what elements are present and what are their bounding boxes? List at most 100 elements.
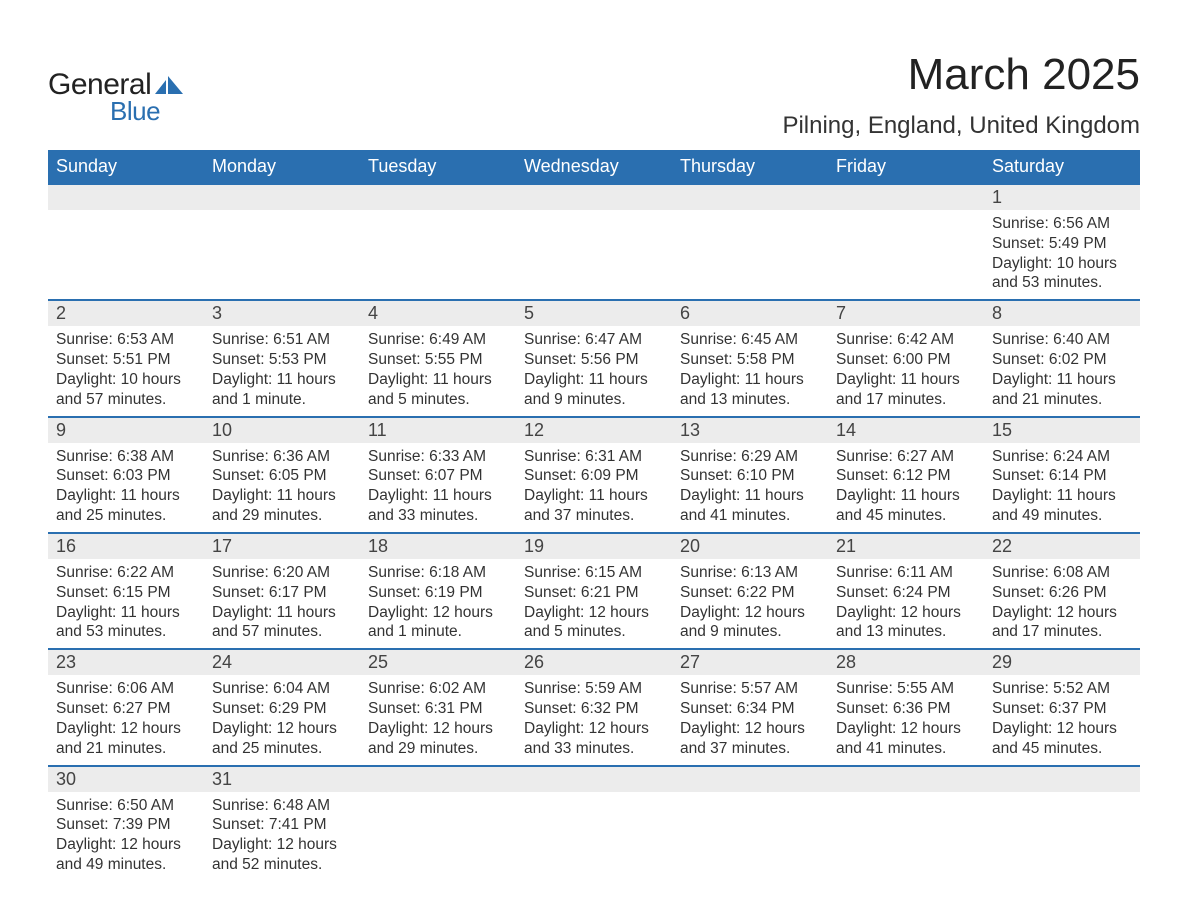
daylight-text: Daylight: 12 hours and 21 minutes. <box>56 719 196 759</box>
sunrise-text: Sunrise: 6:31 AM <box>524 447 664 467</box>
daylight-text: Daylight: 11 hours and 9 minutes. <box>524 370 664 410</box>
sunset-text: Sunset: 6:12 PM <box>836 466 976 486</box>
day-number: 25 <box>360 650 516 675</box>
sunset-text: Sunset: 7:41 PM <box>212 815 352 835</box>
day-number: 12 <box>516 418 672 443</box>
day-details: Sunrise: 6:15 AMSunset: 6:21 PMDaylight:… <box>516 559 672 648</box>
day-number <box>48 185 204 210</box>
day-number: 29 <box>984 650 1140 675</box>
day-details <box>48 210 204 280</box>
sunrise-text: Sunrise: 6:29 AM <box>680 447 820 467</box>
day-number <box>672 185 828 210</box>
day-details: Sunrise: 6:02 AMSunset: 6:31 PMDaylight:… <box>360 675 516 764</box>
sunrise-text: Sunrise: 5:52 AM <box>992 679 1132 699</box>
day-number: 15 <box>984 418 1140 443</box>
sunset-text: Sunset: 6:31 PM <box>368 699 508 719</box>
sunrise-text: Sunrise: 6:36 AM <box>212 447 352 467</box>
logo: General Blue <box>48 68 183 127</box>
calendar-week-row: 30Sunrise: 6:50 AMSunset: 7:39 PMDayligh… <box>48 766 1140 881</box>
month-title: March 2025 <box>782 50 1140 100</box>
calendar-day-cell: 19Sunrise: 6:15 AMSunset: 6:21 PMDayligh… <box>516 533 672 649</box>
calendar-day-cell <box>204 184 360 300</box>
sunset-text: Sunset: 6:32 PM <box>524 699 664 719</box>
sunset-text: Sunset: 5:53 PM <box>212 350 352 370</box>
day-number: 18 <box>360 534 516 559</box>
day-details <box>672 792 828 862</box>
sunset-text: Sunset: 5:51 PM <box>56 350 196 370</box>
day-details: Sunrise: 6:24 AMSunset: 6:14 PMDaylight:… <box>984 443 1140 532</box>
sunset-text: Sunset: 6:21 PM <box>524 583 664 603</box>
sunset-text: Sunset: 5:49 PM <box>992 234 1132 254</box>
daylight-text: Daylight: 12 hours and 33 minutes. <box>524 719 664 759</box>
day-number: 24 <box>204 650 360 675</box>
sunrise-text: Sunrise: 6:51 AM <box>212 330 352 350</box>
calendar-week-row: 9Sunrise: 6:38 AMSunset: 6:03 PMDaylight… <box>48 417 1140 533</box>
sunrise-text: Sunrise: 6:15 AM <box>524 563 664 583</box>
day-details <box>516 792 672 862</box>
daylight-text: Daylight: 12 hours and 37 minutes. <box>680 719 820 759</box>
sunrise-text: Sunrise: 6:42 AM <box>836 330 976 350</box>
sunset-text: Sunset: 6:36 PM <box>836 699 976 719</box>
day-number: 8 <box>984 301 1140 326</box>
calendar-day-cell: 8Sunrise: 6:40 AMSunset: 6:02 PMDaylight… <box>984 300 1140 416</box>
weekday-header-row: SundayMondayTuesdayWednesdayThursdayFrid… <box>48 150 1140 184</box>
day-details <box>828 792 984 862</box>
day-details: Sunrise: 6:38 AMSunset: 6:03 PMDaylight:… <box>48 443 204 532</box>
day-details: Sunrise: 6:31 AMSunset: 6:09 PMDaylight:… <box>516 443 672 532</box>
day-details: Sunrise: 6:27 AMSunset: 6:12 PMDaylight:… <box>828 443 984 532</box>
calendar-day-cell: 18Sunrise: 6:18 AMSunset: 6:19 PMDayligh… <box>360 533 516 649</box>
calendar-day-cell: 13Sunrise: 6:29 AMSunset: 6:10 PMDayligh… <box>672 417 828 533</box>
sunrise-text: Sunrise: 5:57 AM <box>680 679 820 699</box>
day-number <box>672 767 828 792</box>
day-details: Sunrise: 6:04 AMSunset: 6:29 PMDaylight:… <box>204 675 360 764</box>
sunrise-text: Sunrise: 6:04 AM <box>212 679 352 699</box>
calendar-thead: SundayMondayTuesdayWednesdayThursdayFrid… <box>48 150 1140 184</box>
sunset-text: Sunset: 5:58 PM <box>680 350 820 370</box>
calendar-day-cell: 2Sunrise: 6:53 AMSunset: 5:51 PMDaylight… <box>48 300 204 416</box>
sunset-text: Sunset: 6:24 PM <box>836 583 976 603</box>
calendar-body: 1Sunrise: 6:56 AMSunset: 5:49 PMDaylight… <box>48 184 1140 881</box>
sunrise-text: Sunrise: 6:18 AM <box>368 563 508 583</box>
sunset-text: Sunset: 6:34 PM <box>680 699 820 719</box>
weekday-header: Thursday <box>672 150 828 184</box>
day-details: Sunrise: 6:08 AMSunset: 6:26 PMDaylight:… <box>984 559 1140 648</box>
daylight-text: Daylight: 12 hours and 29 minutes. <box>368 719 508 759</box>
sunset-text: Sunset: 6:02 PM <box>992 350 1132 370</box>
sunset-text: Sunset: 6:29 PM <box>212 699 352 719</box>
day-details: Sunrise: 6:48 AMSunset: 7:41 PMDaylight:… <box>204 792 360 881</box>
day-details: Sunrise: 6:47 AMSunset: 5:56 PMDaylight:… <box>516 326 672 415</box>
sunset-text: Sunset: 6:15 PM <box>56 583 196 603</box>
day-details: Sunrise: 5:52 AMSunset: 6:37 PMDaylight:… <box>984 675 1140 764</box>
day-details <box>672 210 828 280</box>
day-number <box>828 185 984 210</box>
day-details: Sunrise: 5:57 AMSunset: 6:34 PMDaylight:… <box>672 675 828 764</box>
calendar-day-cell: 16Sunrise: 6:22 AMSunset: 6:15 PMDayligh… <box>48 533 204 649</box>
weekday-header: Monday <box>204 150 360 184</box>
sunrise-text: Sunrise: 6:48 AM <box>212 796 352 816</box>
daylight-text: Daylight: 11 hours and 37 minutes. <box>524 486 664 526</box>
calendar-day-cell: 5Sunrise: 6:47 AMSunset: 5:56 PMDaylight… <box>516 300 672 416</box>
sunrise-text: Sunrise: 6:49 AM <box>368 330 508 350</box>
sunset-text: Sunset: 6:22 PM <box>680 583 820 603</box>
calendar-day-cell: 9Sunrise: 6:38 AMSunset: 6:03 PMDaylight… <box>48 417 204 533</box>
day-details: Sunrise: 5:59 AMSunset: 6:32 PMDaylight:… <box>516 675 672 764</box>
day-number: 11 <box>360 418 516 443</box>
day-details: Sunrise: 6:33 AMSunset: 6:07 PMDaylight:… <box>360 443 516 532</box>
calendar-day-cell: 17Sunrise: 6:20 AMSunset: 6:17 PMDayligh… <box>204 533 360 649</box>
sunset-text: Sunset: 6:26 PM <box>992 583 1132 603</box>
logo-text-blue: Blue <box>110 96 183 127</box>
logo-sail-icon <box>155 76 183 94</box>
daylight-text: Daylight: 12 hours and 45 minutes. <box>992 719 1132 759</box>
calendar-table: SundayMondayTuesdayWednesdayThursdayFrid… <box>48 150 1140 881</box>
daylight-text: Daylight: 11 hours and 57 minutes. <box>212 603 352 643</box>
sunrise-text: Sunrise: 6:27 AM <box>836 447 976 467</box>
sunrise-text: Sunrise: 6:33 AM <box>368 447 508 467</box>
calendar-day-cell <box>360 766 516 881</box>
day-number: 3 <box>204 301 360 326</box>
calendar-day-cell <box>360 184 516 300</box>
day-number: 30 <box>48 767 204 792</box>
sunrise-text: Sunrise: 6:50 AM <box>56 796 196 816</box>
sunset-text: Sunset: 5:56 PM <box>524 350 664 370</box>
day-number: 26 <box>516 650 672 675</box>
daylight-text: Daylight: 11 hours and 53 minutes. <box>56 603 196 643</box>
